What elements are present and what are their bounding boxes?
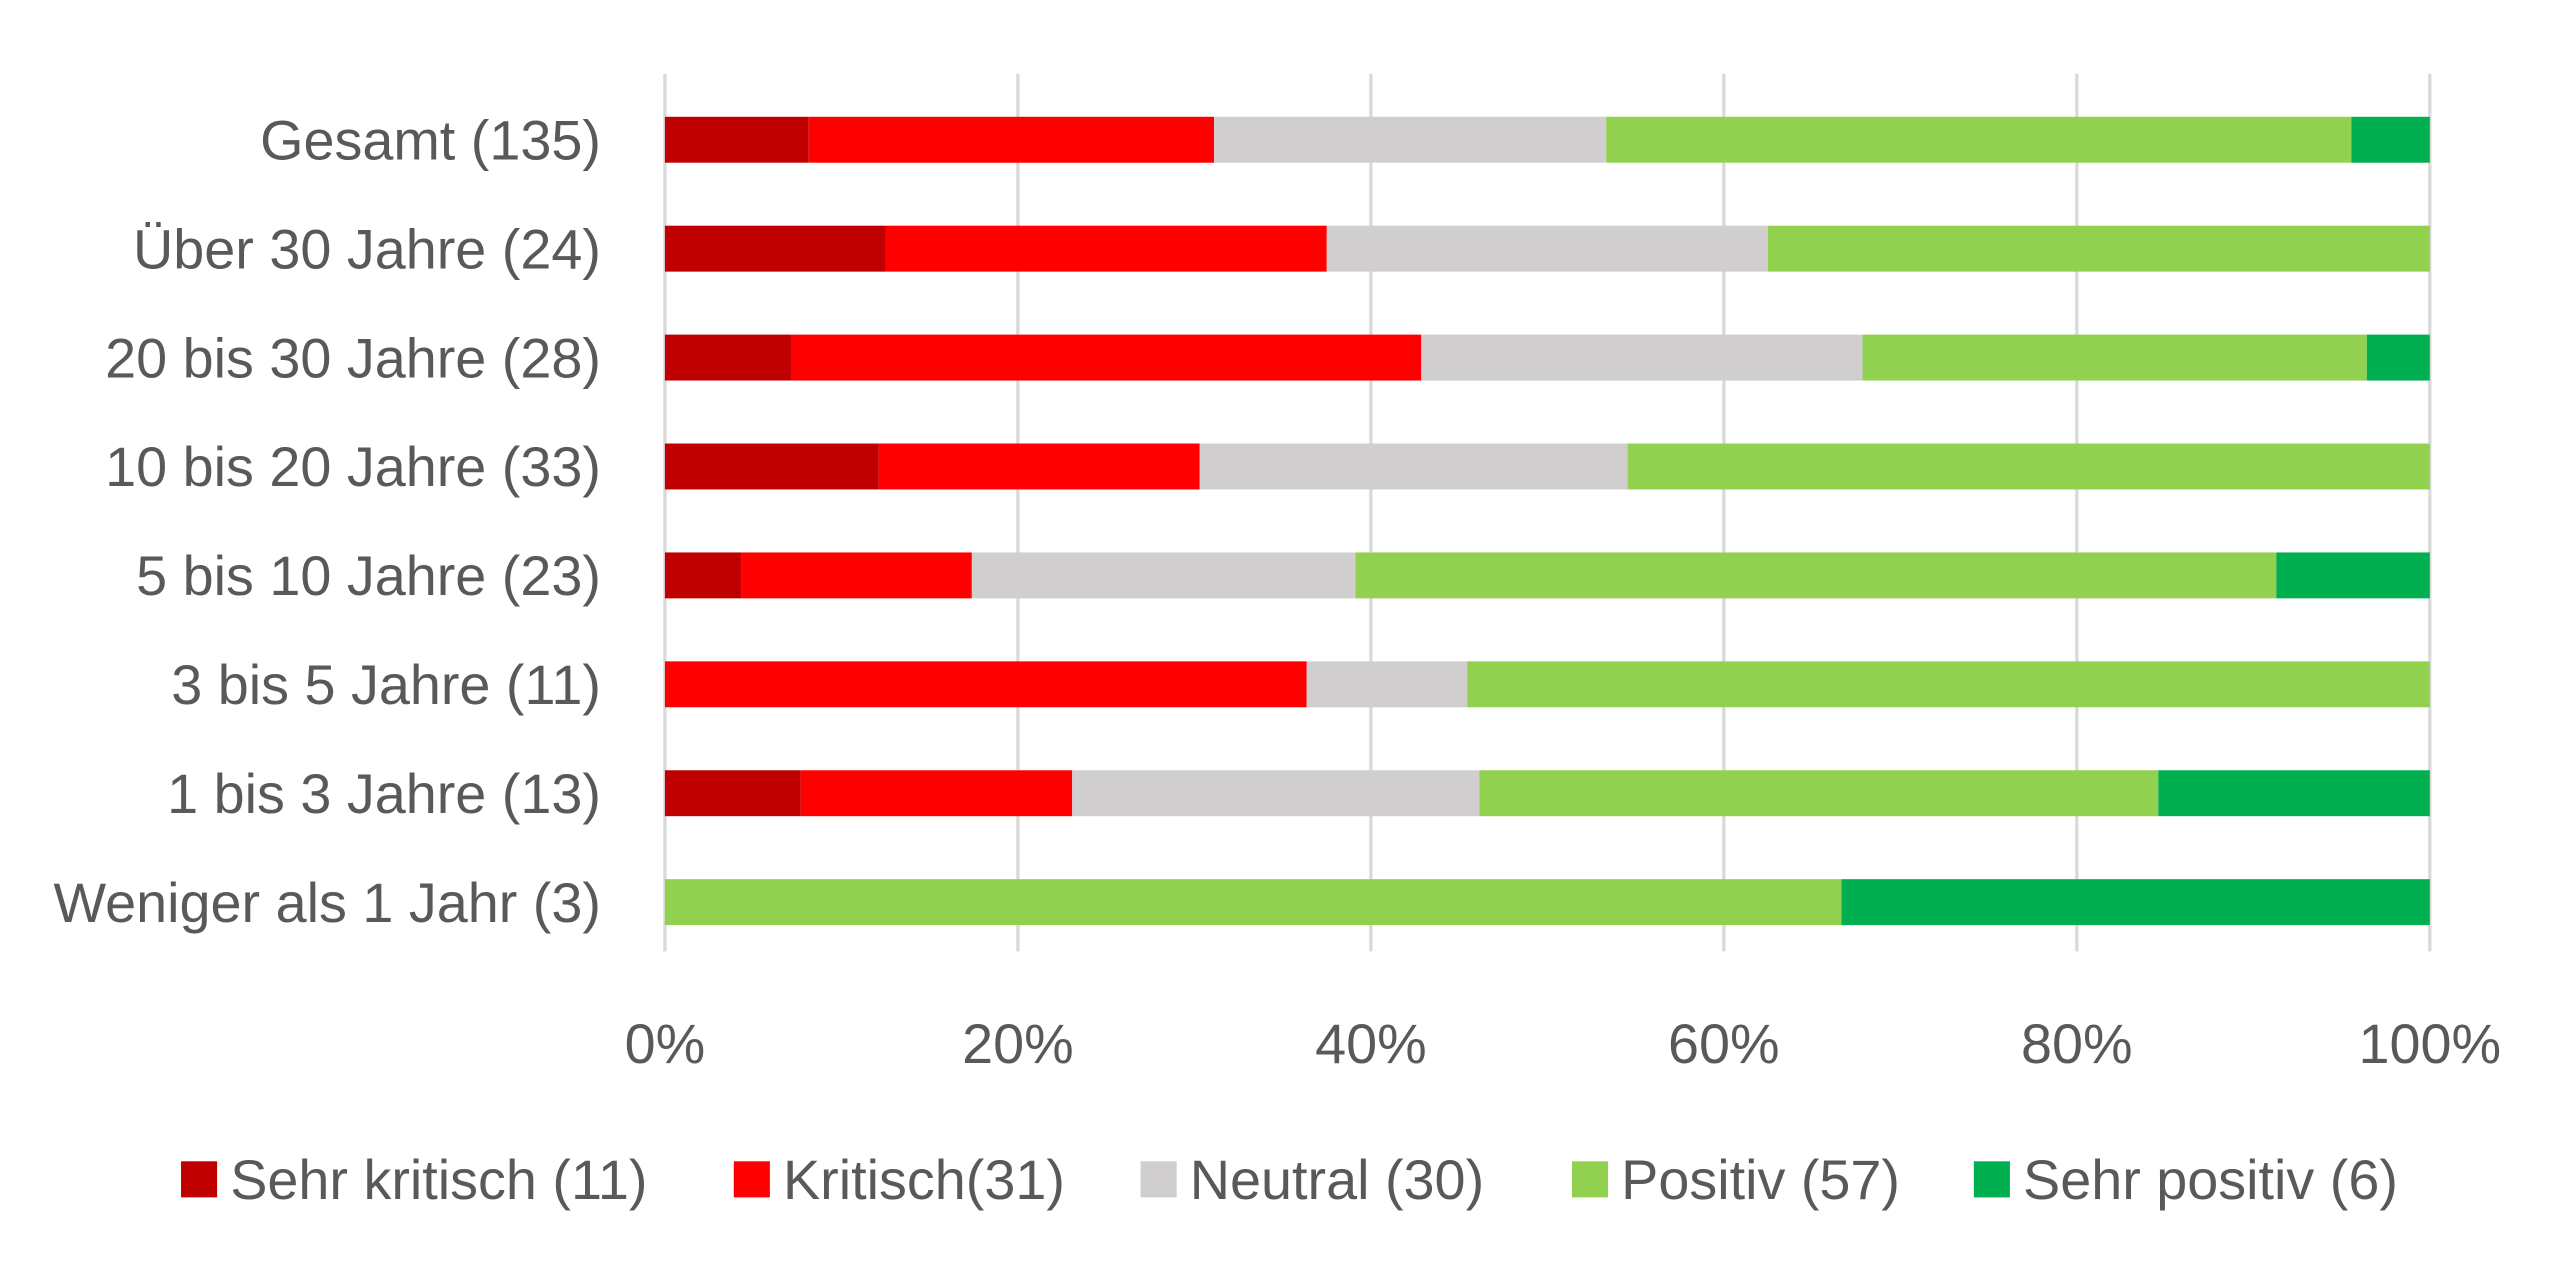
bar-segment [1862,334,2367,381]
category-label: Weniger als 1 Jahr (3) [54,872,601,934]
legend-swatch [733,1161,770,1198]
x-tick-label: 100% [2359,1013,2502,1075]
category-labels: Gesamt (135) Über 30 Jahre (24) 20 bis 30 … [54,109,601,933]
x-tick-label: 20% [962,1013,1074,1075]
bar-segment [790,334,1422,381]
bar-segment [664,225,886,272]
category-label: 5 bis 10 Jahre (23) [136,545,601,607]
x-tick-label: 60% [1668,1013,1780,1075]
category-label: 3 bis 5 Jahre (11) [171,654,601,716]
bar-segment [808,116,1214,163]
legend-swatch [1973,1161,2010,1198]
bar-segment [1841,879,2430,926]
legend-swatch [181,1161,218,1198]
bar-segment [1467,661,2430,708]
bar-segment [2366,334,2430,381]
bar-segment [1326,225,1768,272]
category-label: Über 30 Jahre (24) [133,218,601,280]
bar-segment [664,661,1307,708]
x-tick-label: 80% [2021,1013,2133,1075]
x-tick-labels: 0% 20% 40% 60% 80% 100% [625,1013,2502,1075]
legend-item: Sehr positiv (6) [1973,1149,2398,1211]
legend-item: Neutral (30) [1140,1149,1484,1211]
legend-label: Neutral (30) [1190,1149,1484,1211]
bar-segment [1199,443,1628,490]
bar-segment [878,443,1200,490]
bar-segment [664,116,809,163]
category-label: Gesamt (135) [260,109,601,171]
gridlines [663,73,2432,952]
bars [664,116,2430,926]
legend-swatch [1571,1161,1609,1198]
bar-segment [971,552,1356,599]
bar-segment [664,879,1842,926]
bar-segment [2276,552,2430,599]
bar-segment [664,334,791,381]
x-tick-label: 40% [1315,1013,1427,1075]
bar-segment [1627,443,2430,490]
x-tick-label: 0% [625,1013,706,1075]
bar-segment [1355,552,2277,599]
legend-label: Sehr positiv (6) [2023,1149,2398,1211]
legend-item: Kritisch(31) [733,1149,1065,1211]
category-label: 20 bis 30 Jahre (28) [105,327,601,389]
bar-segment [664,443,879,490]
legend-item: Sehr kritisch (11) [181,1149,647,1211]
bar-segment [1767,225,2430,272]
bar-segment [741,552,972,599]
bar-segment [885,225,1327,272]
legend: Sehr kritisch (11) Kritisch(31) Neutral (3… [181,1149,2398,1211]
legend-label: Positiv (57) [1621,1149,1900,1211]
category-label: 1 bis 3 Jahre (13) [167,763,601,825]
category-label: 10 bis 20 Jahre (33) [105,436,601,498]
legend-label: Sehr kritisch (11) [230,1149,647,1211]
bar-segment [1213,116,1607,163]
bar-segment [1479,770,2159,817]
legend-item: Positiv (57) [1571,1149,1900,1211]
bar-segment [664,552,742,599]
bar-segment [800,770,1073,817]
bar-segment [664,770,801,817]
bar-segment [2351,116,2430,163]
bar-segment [1421,334,1863,381]
legend-swatch [1140,1161,1177,1198]
bar-segment [1306,661,1468,708]
bar-segment [1606,116,2352,163]
legend-label: Kritisch(31) [783,1149,1065,1211]
bar-segment [1072,770,1480,817]
bar-segment [2158,770,2430,817]
